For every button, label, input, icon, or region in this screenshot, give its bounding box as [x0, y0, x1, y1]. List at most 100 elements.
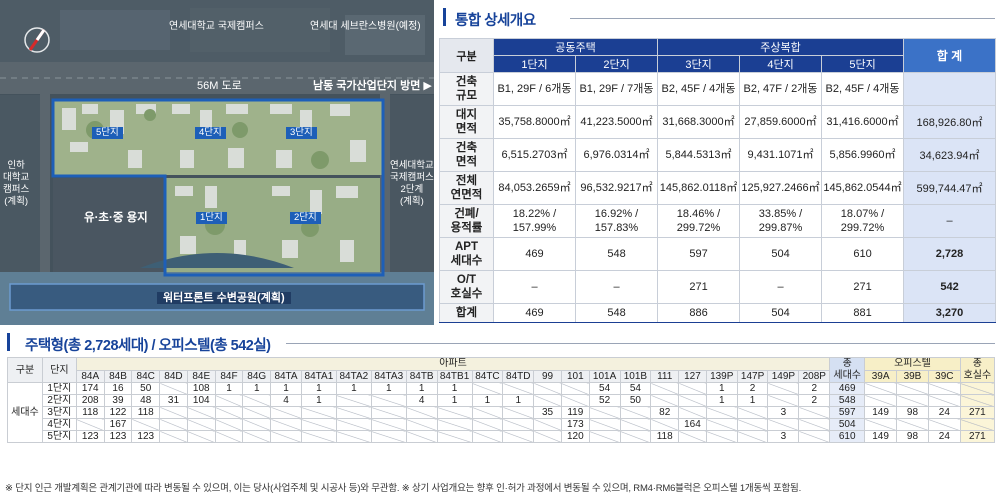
overview-cell: 18.46% / 299.72%: [657, 204, 741, 238]
unit-count-cell: [705, 418, 738, 431]
unit-count-cell: [705, 430, 738, 443]
overview-header-unit: 3단지: [657, 55, 741, 73]
unit-row: 2단지 208 39 48 31 104 4 1 4 1 1 1 52 50 1 1 2 548: [8, 394, 996, 407]
overview-cell: 6,515.2703㎡: [493, 138, 576, 172]
overview-cell: 610: [821, 237, 905, 271]
unit-count-cell: [798, 418, 831, 431]
unit-count-cell: 39: [103, 394, 133, 407]
unit-type-header: 147P: [736, 369, 769, 383]
overview-row-label: 합계: [439, 303, 494, 323]
overview-row: 건축 규모 B1, 29F / 6개동 B1, 29F / 7개동 B2, 45F /…: [439, 72, 997, 106]
unit-count-cell: 50: [131, 382, 161, 395]
overview-title: 통합 상세개요: [455, 13, 536, 29]
unit-count-cell: [436, 430, 473, 443]
unit-count-cell: 1: [705, 382, 738, 395]
unit-row-danji: 3단지: [41, 406, 77, 419]
unit-count-cell: [405, 430, 438, 443]
unit-count-cell: [650, 418, 680, 431]
unit-count-cell: [159, 418, 188, 431]
unit-count-cell: [214, 394, 244, 407]
officetel-count-cell: [927, 382, 961, 395]
unit-count-cell: [767, 394, 800, 407]
unit-count-cell: [502, 430, 535, 443]
unit-count-cell: 123: [131, 430, 161, 443]
unit-count-cell: 164: [678, 418, 707, 431]
overview-row: APT 세대수 469 548 597 504 610 2,728: [439, 237, 997, 271]
overview-cell: 16.92% / 157.83%: [574, 204, 659, 238]
map-label-yonsei-campus: 연세대학교 국제캠퍼스: [169, 21, 264, 32]
unit-header-officetel: 오피스텔: [864, 357, 961, 371]
officetel-count-cell: 149: [864, 406, 898, 419]
unit-type-header: 84TB: [405, 369, 438, 383]
officetel-total-cell: 271: [959, 406, 996, 419]
overview-total-cell: 599,744.47㎡: [903, 171, 997, 205]
officetel-type-header: 39A: [864, 369, 898, 383]
unit-type-header-row: 84A 84B 84C 84D 84E 84F 84G 84TA 84TA1 84TA2 84TA3…: [8, 369, 995, 383]
overview-title-marker: [443, 8, 446, 26]
unit-count-cell: 122: [103, 406, 133, 419]
unit-header-total-households: 총 세대수: [829, 357, 866, 383]
unit-count-cell: 52: [588, 394, 621, 407]
unit-type-header: 139P: [705, 369, 738, 383]
unit-count-cell: [300, 418, 337, 431]
overview-cell: 125,927.2466㎡: [739, 171, 823, 205]
overview-cell: B2, 45F / 4개동: [821, 72, 905, 106]
overview-cell: B1, 29F / 6개동: [493, 72, 576, 106]
overview-row-label: 대지 면적: [439, 105, 494, 139]
officetel-count-cell: [927, 394, 961, 407]
unit-count-cell: 1: [370, 382, 407, 395]
unit-count-cell: [533, 418, 562, 431]
unit-count-cell: [619, 406, 652, 419]
unit-type-header: 84TA1: [300, 369, 337, 383]
overview-total-cell: 168,926.80㎡: [903, 105, 997, 139]
unit-type-header: 84G: [242, 369, 272, 383]
overview-cell: 597: [657, 237, 741, 271]
unit-count-cell: 1: [502, 394, 535, 407]
unit-count-cell: [214, 406, 244, 419]
overview-cell: 31,668.3000㎡: [657, 105, 741, 139]
overview-cell: 84,053.2659㎡: [493, 171, 576, 205]
unit-row-danji: 4단지: [41, 418, 77, 431]
unit-count-cell: [159, 382, 188, 395]
map-block-5: 5단지: [92, 127, 123, 139]
unit-total-households-cell: 469: [829, 382, 866, 395]
unit-count-cell: [405, 406, 438, 419]
overview-title-rule: [570, 18, 995, 19]
overview-row: 전체 연면적 84,053.2659㎡ 96,532.9217㎡ 145,862.01…: [439, 171, 997, 205]
map-block-4: 4단지: [195, 127, 226, 139]
unit-count-cell: 3: [767, 430, 800, 443]
overview-header-unit: 1단지: [493, 55, 576, 73]
unit-count-cell: [619, 430, 652, 443]
overview-cell: 469: [493, 237, 576, 271]
overview-cell: 6,976.0314㎡: [574, 138, 659, 172]
unit-type-header: 84TA2: [335, 369, 372, 383]
unit-count-cell: 118: [75, 406, 105, 419]
officetel-count-cell: [864, 382, 898, 395]
unit-count-cell: [471, 406, 504, 419]
overview-cell: 35,758.8000㎡: [493, 105, 576, 139]
overview-cell: 96,532.9217㎡: [574, 171, 659, 205]
unit-total-households-cell: 597: [829, 406, 866, 419]
unit-count-cell: [300, 406, 337, 419]
unit-count-cell: 1: [436, 382, 473, 395]
footnote: ※ 단지 인근 개발계획은 관계기관에 따라 변동될 수 있으며, 이는 당사(…: [5, 483, 802, 494]
overview-cell: 548: [574, 303, 659, 323]
overview-cell: 469: [493, 303, 576, 323]
overview-cell: 271: [821, 270, 905, 304]
overview-cell: 881: [821, 303, 905, 323]
overview-cell: 271: [657, 270, 741, 304]
unit-type-header: 101A: [588, 369, 621, 383]
unit-count-cell: 1: [214, 382, 244, 395]
overview-cell: 504: [739, 303, 823, 323]
unit-count-cell: [270, 418, 302, 431]
overview-cell: –: [739, 270, 823, 304]
officetel-total-cell: [959, 382, 996, 395]
unit-count-cell: [798, 430, 831, 443]
unit-count-cell: 104: [186, 394, 216, 407]
map-block-2: 2단지: [290, 212, 321, 224]
unit-count-cell: [471, 418, 504, 431]
overview-cell: B2, 47F / 2개동: [739, 72, 823, 106]
unit-count-cell: [678, 382, 707, 395]
site-map-graphic: [0, 0, 434, 325]
unit-count-cell: 2: [798, 382, 831, 395]
